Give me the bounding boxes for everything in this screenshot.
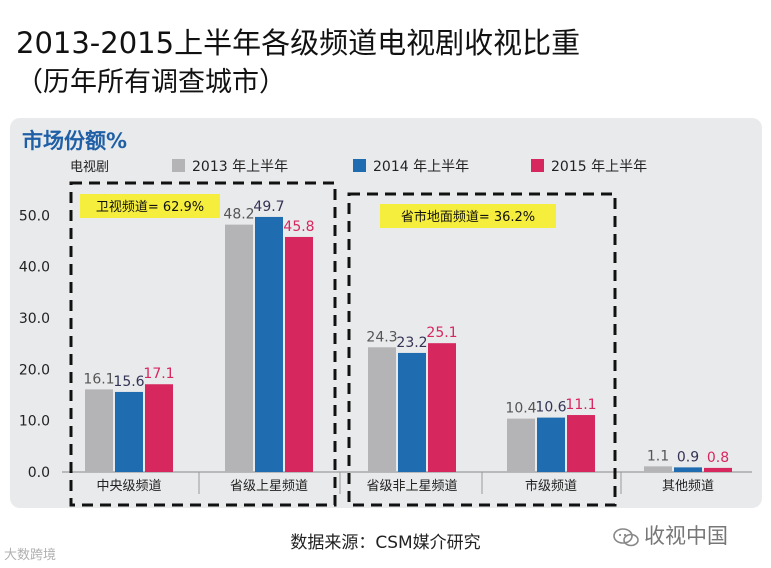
bar bbox=[85, 389, 113, 472]
x-tick-label: 中央级频道 bbox=[96, 479, 161, 494]
bar bbox=[368, 347, 396, 472]
data-label: 17.1 bbox=[143, 366, 174, 382]
bar bbox=[145, 384, 173, 472]
data-label: 10.4 bbox=[505, 401, 536, 417]
data-label: 10.6 bbox=[535, 400, 566, 416]
bar-chart: 市场份额% 电视剧 2013 年上半年 2014 年上半年 2015 年上半年 0.0 10… bbox=[19, 129, 752, 507]
bar bbox=[567, 415, 595, 472]
bar bbox=[285, 236, 313, 472]
data-label: 0.9 bbox=[677, 449, 699, 465]
legend-swatch bbox=[172, 159, 185, 172]
source-note: 数据来源：CSM媒介研究 bbox=[290, 533, 481, 553]
data-label: 16.1 bbox=[83, 371, 114, 387]
y-tick-label: 30.0 bbox=[19, 311, 50, 327]
data-label: 0.8 bbox=[707, 450, 729, 466]
chart-panel: 市场份额% 电视剧 2013 年上半年 2014 年上半年 2015 年上半年 0.0 10… bbox=[10, 118, 762, 508]
x-tick-label: 省级上星频道 bbox=[230, 479, 308, 494]
y-tick-label: 40.0 bbox=[19, 260, 50, 276]
bar bbox=[704, 467, 732, 472]
data-label: 15.6 bbox=[113, 374, 144, 390]
bar bbox=[537, 417, 565, 472]
legend-swatch bbox=[531, 159, 544, 172]
legend-label: 2015 年上半年 bbox=[551, 159, 647, 175]
data-label: 11.1 bbox=[565, 397, 596, 413]
legend-label: 2013 年上半年 bbox=[192, 159, 288, 175]
bar bbox=[507, 418, 535, 472]
bar bbox=[115, 391, 143, 472]
bar bbox=[428, 343, 456, 472]
data-label: 49.7 bbox=[253, 199, 284, 215]
x-tick-label: 省级非上星频道 bbox=[366, 479, 457, 494]
y-tick-label: 0.0 bbox=[28, 465, 50, 481]
watermark-right-text: 收视中国 bbox=[644, 524, 728, 548]
annotation-label: 省市地面频道= 36.2% bbox=[401, 209, 535, 225]
annotation-label: 卫视频道= 62.9% bbox=[96, 200, 204, 215]
watermark-right: 收视中国 bbox=[612, 520, 728, 550]
page-title: 2013-2015上半年各级频道电视剧收视比重 bbox=[16, 26, 581, 60]
data-label: 24.3 bbox=[366, 329, 397, 345]
group-box bbox=[347, 192, 617, 507]
data-label: 45.8 bbox=[283, 219, 314, 235]
bar bbox=[674, 467, 702, 472]
data-label: 48.2 bbox=[223, 207, 254, 223]
annotation-bg bbox=[380, 204, 556, 228]
x-tick-label: 市级频道 bbox=[525, 478, 577, 494]
bar bbox=[225, 224, 253, 472]
x-tick-label: 其他频道 bbox=[662, 479, 714, 494]
y-tick-label: 10.0 bbox=[19, 414, 50, 430]
y-tick-label: 50.0 bbox=[19, 208, 50, 224]
chart-title: 市场份额% bbox=[22, 129, 127, 153]
bar bbox=[255, 216, 283, 472]
y-tick-label: 20.0 bbox=[19, 362, 50, 378]
data-label: 25.1 bbox=[426, 325, 457, 341]
chart-subtitle: 电视剧 bbox=[70, 160, 109, 175]
data-label: 23.2 bbox=[396, 335, 427, 351]
page-subtitle: （历年所有调查城市） bbox=[16, 67, 286, 98]
data-label: 1.1 bbox=[647, 448, 669, 464]
legend-swatch bbox=[353, 159, 366, 172]
bar bbox=[398, 352, 426, 472]
watermark-left: 大数跨境 bbox=[4, 548, 57, 563]
annotation-bg bbox=[80, 194, 220, 218]
wechat-icon bbox=[613, 528, 639, 547]
bar bbox=[644, 466, 672, 472]
legend-label: 2014 年上半年 bbox=[373, 159, 469, 175]
group-box bbox=[69, 181, 337, 507]
